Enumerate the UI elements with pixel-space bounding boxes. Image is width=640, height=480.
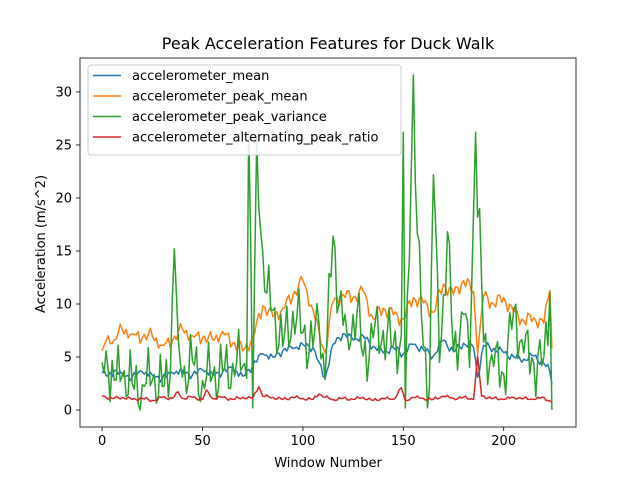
- x-tick-label: 100: [290, 434, 315, 449]
- y-tick-label: 30: [55, 85, 72, 100]
- legend-label: accelerometer_peak_mean: [132, 90, 308, 105]
- series-line-accelerometer-alternating-peak-ratio: [102, 355, 553, 404]
- y-tick-label: 25: [55, 138, 72, 153]
- legend-label: accelerometer_mean: [132, 69, 269, 84]
- x-tick-label: 200: [491, 434, 516, 449]
- y-tick-label: 15: [55, 244, 72, 259]
- x-tick-label: 150: [391, 434, 416, 449]
- y-tick-label: 0: [64, 404, 72, 419]
- legend: accelerometer_mean accelerometer_peak_mea…: [87, 64, 402, 156]
- legend-box: [87, 64, 402, 156]
- y-axis-label: Acceleration (m/s^2): [34, 175, 49, 313]
- axes: 0 50 100 150 200 0 5 10 15 20 25 30: [55, 57, 577, 449]
- series-line-accelerometer-mean: [101, 332, 553, 385]
- plot-area: [101, 74, 553, 411]
- chart-title: Peak Acceleration Features for Duck Walk: [162, 34, 495, 53]
- axes-frame: [79, 57, 577, 428]
- y-tick-label: 10: [55, 298, 72, 313]
- legend-label: accelerometer_peak_variance: [132, 110, 327, 125]
- series-line-accelerometer-peak-variance: [101, 74, 553, 411]
- y-tick-label: 20: [55, 191, 72, 206]
- y-tick-label: 5: [64, 351, 72, 366]
- legend-label: accelerometer_alternating_peak_ratio: [132, 131, 378, 146]
- x-tick-label: 50: [194, 434, 211, 449]
- x-tick-label: 0: [98, 434, 106, 449]
- x-axis-label: Window Number: [274, 456, 382, 471]
